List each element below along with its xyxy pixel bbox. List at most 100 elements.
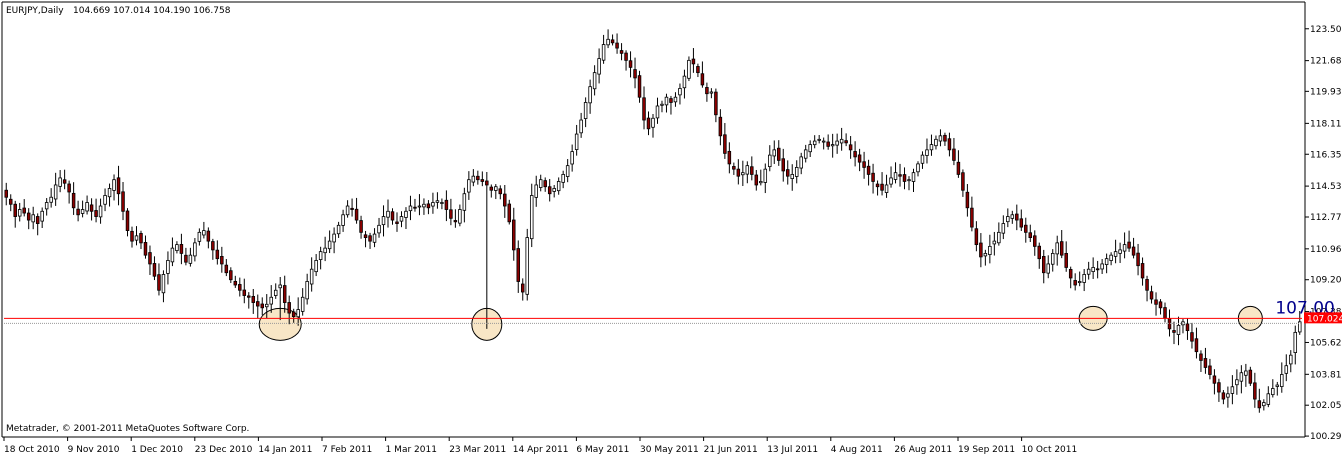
candle-body — [1059, 241, 1064, 256]
candle-body — [1172, 330, 1176, 333]
candle-body — [67, 183, 71, 193]
candle-body — [529, 195, 534, 240]
candle-body — [134, 235, 139, 241]
candle-body — [467, 179, 471, 193]
candle-body — [790, 174, 794, 179]
candle-body — [619, 50, 624, 54]
candle-body — [512, 219, 516, 251]
candle-body — [300, 296, 305, 312]
candle-body — [413, 206, 417, 209]
candle-body — [296, 309, 300, 318]
candle-body — [902, 174, 907, 182]
candle-body — [1091, 267, 1095, 272]
candle-body — [974, 228, 979, 246]
candle-body — [53, 184, 58, 200]
x-tick-label: 14 Apr 2011 — [513, 445, 569, 455]
candle-body — [345, 205, 350, 216]
candle-body — [1140, 263, 1145, 279]
candle-body — [1113, 251, 1118, 257]
candle-body — [287, 302, 291, 314]
current-price-label: 107.024 — [1307, 314, 1342, 324]
candle-body — [808, 144, 812, 153]
candle-body — [1109, 254, 1113, 261]
candle-body — [166, 260, 170, 274]
candle-body — [992, 240, 997, 245]
candle-body — [1015, 213, 1019, 221]
candle-body — [80, 209, 85, 214]
candle-body — [480, 179, 485, 182]
candle-body — [152, 263, 157, 277]
candle-body — [1019, 218, 1024, 228]
candle-body — [381, 216, 386, 226]
candle-body — [1212, 375, 1217, 384]
y-tick-label: 109.200 — [1310, 276, 1342, 286]
x-tick-label: 4 Aug 2011 — [831, 445, 883, 455]
candle-body — [687, 59, 691, 79]
candle-body — [1055, 242, 1059, 255]
candle-body — [642, 97, 646, 121]
candle-body — [498, 188, 503, 195]
candle-body — [71, 192, 76, 209]
candle-body — [1217, 382, 1221, 393]
candle-body — [844, 140, 848, 144]
candle-body — [893, 172, 898, 180]
candle-body — [821, 140, 826, 143]
candle-body — [862, 161, 866, 168]
candle-body — [552, 188, 556, 192]
candle-body — [426, 203, 431, 209]
candle-body — [988, 245, 992, 255]
candle-body — [646, 117, 651, 130]
candle-series — [4, 29, 1302, 413]
candle-body — [85, 202, 89, 212]
candle-body — [1194, 338, 1199, 353]
x-tick-label: 23 Dec 2010 — [195, 445, 253, 455]
candle-body — [184, 254, 188, 263]
x-tick-label: 10 Oct 2011 — [1022, 445, 1078, 455]
candle-body — [1046, 263, 1050, 274]
candle-body — [143, 242, 148, 256]
candle-body — [354, 208, 359, 221]
y-tick-label: 102.050 — [1310, 401, 1342, 411]
candle-body — [327, 240, 332, 250]
candle-body — [323, 247, 327, 254]
candle-body — [979, 242, 983, 258]
x-tick-label: 13 Jul 2011 — [767, 445, 818, 455]
candle-body — [534, 184, 538, 198]
candle-body — [628, 60, 633, 68]
candle-body — [408, 205, 413, 212]
candle-body — [229, 270, 233, 281]
candle-body — [875, 183, 880, 188]
candle-body — [507, 203, 512, 223]
candle-body — [62, 179, 67, 184]
candle-body — [637, 75, 642, 98]
candle-body — [920, 154, 925, 164]
candle-body — [624, 52, 628, 61]
candle-body — [417, 205, 422, 208]
candle-body — [458, 209, 462, 224]
candle-body — [1145, 279, 1149, 291]
candle-body — [238, 284, 242, 291]
candle-body — [785, 169, 790, 177]
candle-body — [696, 66, 700, 74]
candle-body — [983, 253, 988, 257]
candle-body — [453, 220, 458, 223]
y-tick-label: 123.500 — [1310, 25, 1342, 35]
plot-frame — [1, 1, 1306, 438]
candle-body — [997, 231, 1001, 244]
x-axis: 18 Oct 2010 9 Nov 2010 1 Dec 2010 23 Dec 20… — [3, 437, 1078, 455]
candle-body — [247, 295, 251, 298]
x-tick-label: 1 Mar 2011 — [386, 445, 437, 455]
candle-body — [98, 205, 103, 218]
candle-body — [763, 168, 768, 183]
candle-body — [839, 138, 844, 144]
candle-body — [521, 283, 525, 293]
candle-body — [947, 138, 952, 151]
candle-body — [723, 134, 727, 154]
candle-body — [1082, 274, 1086, 283]
candle-body — [1253, 382, 1257, 400]
y-tick-label: 100.290 — [1310, 432, 1342, 442]
y-tick-label: 112.775 — [1310, 213, 1342, 223]
candle-body — [601, 44, 606, 61]
